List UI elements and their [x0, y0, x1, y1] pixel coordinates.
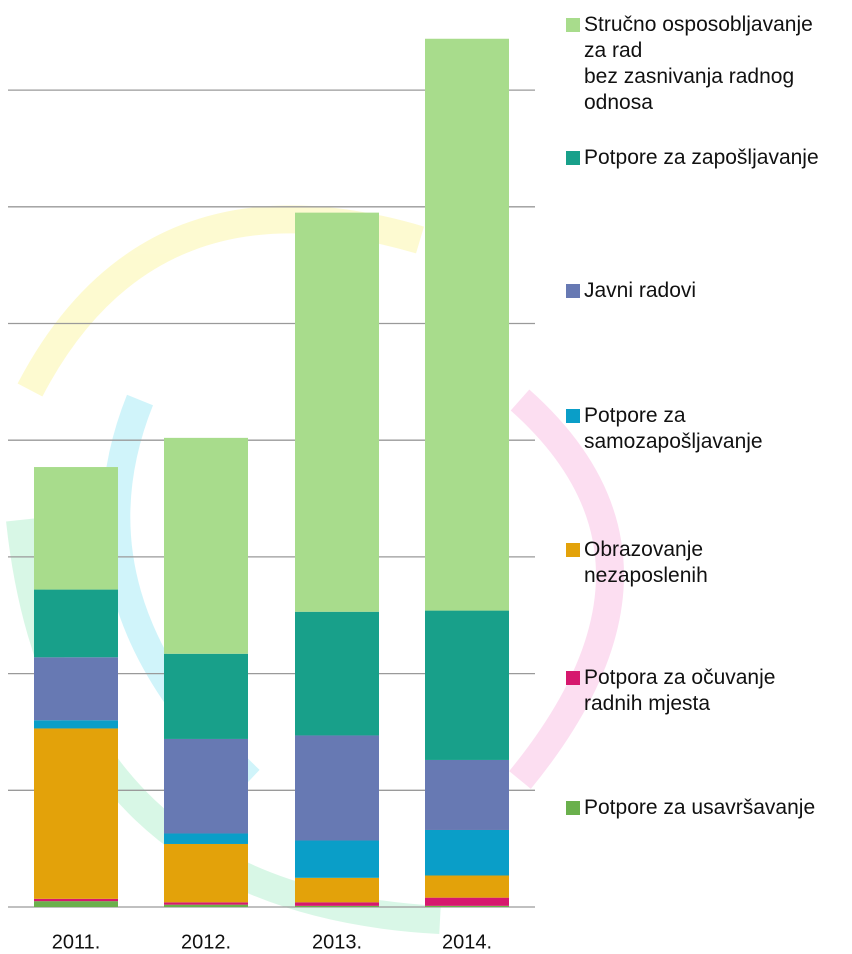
bar-segment [425, 875, 509, 898]
bar-segment [34, 720, 118, 729]
legend-swatch [566, 284, 580, 298]
bar-segment [34, 898, 118, 902]
bar-segment [164, 833, 248, 844]
bar-segment [425, 38, 509, 611]
legend-label: Stručno osposobljavanje za rad bez zasni… [584, 13, 813, 114]
legend-swatch [566, 151, 580, 165]
bar-segment [425, 905, 509, 907]
bar-segment [425, 829, 509, 876]
legend-swatch [566, 543, 580, 557]
legend-label: Potpore za zapošljavanje [584, 146, 819, 169]
legend-label: Potpore za usavršavanje [584, 796, 816, 819]
bar-segment [425, 759, 509, 830]
legend-swatch [566, 671, 580, 685]
bar-segment [425, 897, 509, 906]
legend-swatch [566, 409, 580, 423]
bar-segment [164, 437, 248, 654]
legend-swatch [566, 801, 580, 815]
bar-segment [164, 653, 248, 739]
bar-segment [295, 877, 379, 903]
bar-segment [295, 905, 379, 907]
legend-label: Potpore za samozapošljavanje [584, 404, 763, 453]
bar-segment [34, 589, 118, 658]
bar-segment [295, 611, 379, 736]
x-tick-label: 2014. [442, 931, 492, 953]
bar-segment [295, 902, 379, 906]
bar-segment [164, 904, 248, 907]
bar-segment [34, 657, 118, 721]
bar-segment [164, 902, 248, 905]
bar-segment [164, 843, 248, 903]
legend-swatch [566, 18, 580, 32]
x-tick-label: 2011. [52, 931, 101, 953]
bar-segment [164, 738, 248, 834]
bar-segment [34, 901, 118, 907]
bar-segment [34, 467, 118, 590]
bar-segment [295, 840, 379, 878]
bar-segment [295, 212, 379, 612]
legend-label: Potpora za očuvanje radnih mjesta [584, 666, 776, 715]
legend-label: Obrazovanje nezaposlenih [584, 538, 708, 587]
bar-segment [34, 728, 118, 899]
x-tick-label: 2013. [312, 931, 362, 953]
bar-segment [425, 610, 509, 760]
x-tick-label: 2012. [181, 931, 231, 953]
legend-label: Javni radovi [584, 279, 697, 302]
bar-segment [295, 735, 379, 841]
